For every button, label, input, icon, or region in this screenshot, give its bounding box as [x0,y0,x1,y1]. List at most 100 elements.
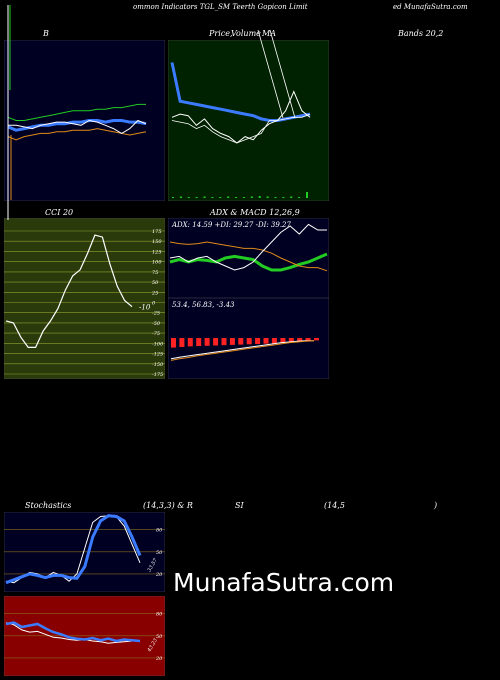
price-close-line [171,90,311,144]
adx-line [169,252,328,272]
price-volume-ma-line [171,113,311,144]
volume-bar [306,192,308,198]
price-chart [168,40,329,201]
cci-tick-label: -100 [152,341,164,347]
cci-tick-label: 100 [152,260,162,266]
volume-bar [203,196,206,198]
macd-signal-line [170,340,315,361]
bands-label: Bands 20,2 [398,29,444,38]
macd-histogram-bar [297,338,303,342]
rsi-tick-label: 20 [155,656,163,662]
cci-tick-label: -25 [152,311,160,317]
volume-bar [250,196,253,198]
macd-histogram-bar [246,338,252,345]
adx-macd-label: ADX & MACD 12,26,9 [210,208,300,217]
macd-histogram-bar [280,338,286,343]
macd-line [170,340,314,360]
macd-series-group [170,338,319,361]
cci-tick-label: -175 [152,372,163,378]
cci-tick-label: 50 [152,280,159,286]
macd-histogram-bar [271,338,277,344]
volume-bar [298,197,301,198]
cci-chart: 175 150 125 100 75 50 25 0 -25 -50 -75 -100 -125 -150… [4,218,165,379]
cci-tick-label: -75 [152,331,160,337]
volume-bar [266,196,269,198]
volume-bar [187,197,190,198]
cci-tick-label: 150 [152,239,162,245]
bollinger-upper-line [7,103,146,121]
cci-line [5,234,133,348]
stoch-tick-label: 20 [155,572,163,578]
macd-histogram-bar [187,338,193,347]
macd-values-label: 53.4, 56.83, -3.43 [172,301,235,309]
rsi-ma-line [5,621,141,643]
munafasutra-watermark: MunafaSutra.com [173,568,395,597]
cci-tick-label: -125 [152,352,163,358]
macd-histogram-bar [196,338,202,347]
cci-last-value: -10 [139,304,151,312]
volume-bar [242,197,245,198]
volume-bar [235,197,238,198]
rsi-grid-group: 80 50 20 [4,612,165,662]
ma-label: MA [262,29,276,38]
bollinger-lower-line [7,128,147,141]
macd-histogram-bar [263,338,269,344]
volume-bar [282,197,285,198]
stoch-tick-label: 50 [156,550,163,556]
macd-histogram-bar [288,338,294,343]
volume-bar [211,197,214,198]
adx-values-label: ADX: 14.59 +DI: 29.27 -DI: 39.27 [171,221,292,229]
stoch-tick-label: 80 [156,528,163,534]
cci-tick-label: 0 [152,301,156,307]
volume-bar [227,196,230,198]
volume-bar [258,196,261,198]
adx-series-group [169,223,328,272]
price-label: Price, [209,29,233,38]
macd-chart: 53.4, 56.83, -3.43 [168,298,329,379]
macd-histogram-bar [171,338,176,348]
volume-bar [290,196,293,198]
rsi-tick-label: 50 [156,634,163,640]
price-spike-line-1 [257,29,284,119]
volume-bar [195,197,198,198]
bollinger-middle-line [7,119,147,132]
cci-tick-label: 25 [151,290,158,296]
cci-grid-group: 175 150 125 100 75 50 25 0 -25 -50 -75 -100 -125 -150… [4,229,165,378]
cci-tick-label: 75 [152,270,158,276]
bollinger-label: B [43,29,49,38]
rsi-params-label: (14,5 [324,501,345,510]
macd-histogram-bar [221,338,227,346]
rsi-line [5,622,140,644]
stoch-d-line [5,514,142,585]
price-volume-group [172,192,308,198]
macd-histogram-bar [213,338,219,346]
volume-bar [172,197,174,198]
macd-histogram-bar [179,338,185,347]
page-header-left: ommon Indicators TGL_SM Teerth Gopicon L… [133,3,308,11]
macd-histogram-bar [204,338,210,346]
volume-bar [219,197,222,198]
cci-series-group: -10 [5,234,151,348]
volume-bar [274,197,277,198]
cci-tick-label: -150 [152,362,164,368]
rsi-close-label: ) [434,501,438,510]
macd-histogram-bar [238,338,244,345]
macd-histogram-bar [229,338,235,345]
price-series-group [170,62,311,144]
page-header-right: ed MunafaSutra.com [393,3,468,11]
stochastics-label: Stochastics [25,501,72,510]
cci-tick-label: 125 [152,249,162,255]
macd-histogram-bar [314,338,319,341]
volume-bar [179,196,182,198]
bollinger-series-group [7,103,147,141]
cci-tick-label: 175 [152,229,162,235]
adx-plus-di-line [169,223,327,271]
rsi-tick-label: 80 [156,612,163,618]
rsi-label: SI [235,501,244,510]
macd-histogram-bar [305,338,311,341]
volume-label: Volume [231,29,261,38]
cci-tick-label: -50 [152,321,161,327]
